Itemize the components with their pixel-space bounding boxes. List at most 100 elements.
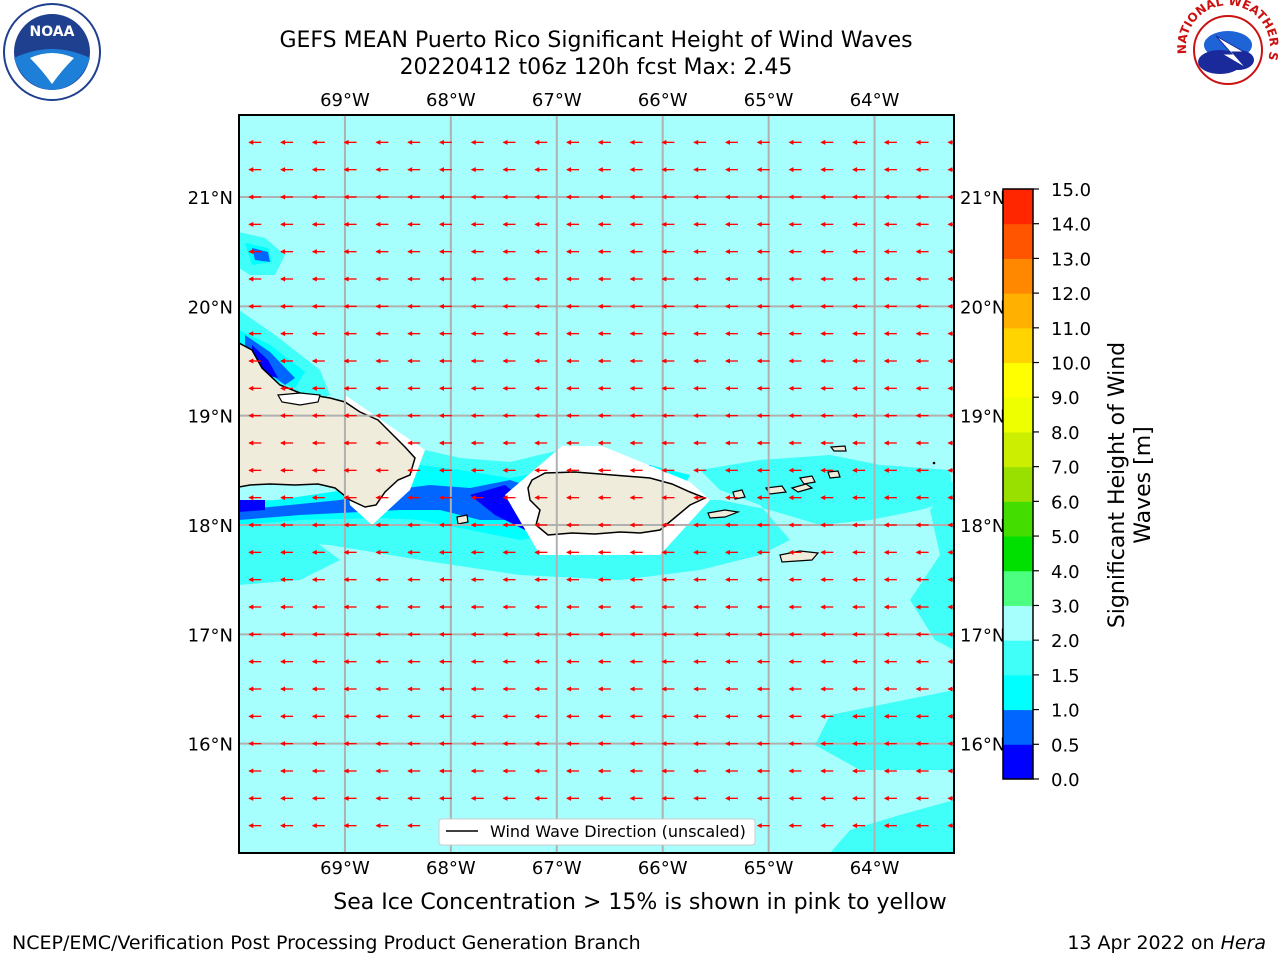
arrow-315 (756, 467, 770, 473)
arrow-546 (788, 194, 802, 200)
arrow-333 (597, 440, 611, 446)
arrow-362 (788, 413, 802, 419)
colorbar-tick-label-2: 1.0 (1051, 701, 1080, 722)
arrow-3 (343, 823, 357, 829)
arrow-413 (947, 358, 954, 364)
arrow-65 (852, 768, 866, 774)
colorbar-segment-0 (1003, 744, 1033, 780)
arrow-220 (661, 577, 675, 583)
arrow-501 (820, 249, 834, 255)
lon-label-top-3: 66°W (638, 90, 688, 111)
arrow-418 (375, 331, 389, 337)
arrow-305 (438, 467, 452, 473)
arrow-434 (883, 331, 897, 337)
arrow-493 (566, 249, 580, 255)
arrow-265 (629, 522, 643, 528)
arrow-217 (566, 577, 580, 583)
arrow-154 (756, 659, 770, 665)
arrow-195 (597, 604, 611, 610)
arrow-468 (502, 276, 516, 282)
arrow-443 (438, 303, 452, 309)
arrow-76 (470, 741, 484, 747)
colorbar-tick-label-6: 4.0 (1051, 562, 1080, 583)
arrow-570 (820, 167, 834, 173)
arrow-187 (343, 604, 357, 610)
arrow-277 (280, 495, 294, 501)
arrow-357 (629, 413, 643, 419)
arrow-194 (566, 604, 580, 610)
arrow-421 (470, 331, 484, 337)
lat-label-left-0: 16°N (188, 735, 233, 756)
arrow-398 (470, 358, 484, 364)
arrow-166 (407, 631, 421, 637)
arrow-50 (375, 768, 389, 774)
arrow-529 (248, 194, 262, 200)
arrow-405 (693, 358, 707, 364)
arrow-386 (820, 385, 834, 391)
colorbar-segment-12 (1003, 327, 1033, 364)
arrow-584 (534, 139, 548, 145)
arrow-128 (661, 686, 675, 692)
arrow-219 (629, 577, 643, 583)
arrow-288 (629, 495, 643, 501)
arrow-577 (311, 139, 325, 145)
arrow-47 (280, 768, 294, 774)
colorbar-tick-label-8: 6.0 (1051, 492, 1080, 513)
arrow-224 (788, 577, 802, 583)
arrow-104 (629, 713, 643, 719)
arrow-369 (280, 385, 294, 391)
colorbar-segment-11 (1003, 362, 1033, 398)
colorbar-tick-label-1: 0.5 (1051, 735, 1080, 756)
arrow-311 (629, 467, 643, 473)
arrow-39 (756, 795, 770, 801)
arrow-367 (947, 413, 954, 419)
arrow-366 (915, 413, 929, 419)
arrow-563 (597, 167, 611, 173)
nws-logo-text: NATIONAL WEATHER SERVICE (0, 0, 1280, 62)
arrow-574 (947, 167, 954, 173)
arrow-379 (597, 385, 611, 391)
map-frame (238, 114, 955, 854)
arrow-374 (438, 385, 452, 391)
arrow-210 (343, 577, 357, 583)
lon-label-top-5: 64°W (850, 90, 900, 111)
arrow-228 (915, 577, 929, 583)
arrow-139 (280, 659, 294, 665)
arrow-77 (502, 741, 516, 747)
arrow-135 (883, 686, 897, 692)
colorbar-segment-3 (1003, 640, 1033, 676)
arrow-227 (883, 577, 897, 583)
arrow-399 (502, 358, 516, 364)
arrow-426 (629, 331, 643, 337)
arrow-83 (693, 741, 707, 747)
arrow-239 (534, 549, 548, 555)
arrow-150 (629, 659, 643, 665)
arrow-105 (661, 713, 675, 719)
lat-label-left-5: 21°N (188, 188, 233, 209)
arrow-495 (629, 249, 643, 255)
arrow-221 (693, 577, 707, 583)
arrow-4 (375, 823, 389, 829)
arrow-122 (470, 686, 484, 692)
arrow-146 (502, 659, 516, 665)
arrow-78 (534, 741, 548, 747)
st-john-island (790, 483, 814, 493)
arrow-29 (438, 795, 452, 801)
arrow-102 (566, 713, 580, 719)
lon-label-bottom-3: 66°W (638, 858, 688, 879)
arrow-344 (947, 440, 954, 446)
arrow-88 (852, 741, 866, 747)
arrow-193 (534, 604, 548, 610)
arrow-52 (438, 768, 452, 774)
arrow-396 (407, 358, 421, 364)
arrow-343 (915, 440, 929, 446)
arrow-250 (883, 549, 897, 555)
arrow-539 (566, 194, 580, 200)
colorbar-frame (1002, 188, 1034, 780)
arrow-358 (661, 413, 675, 419)
arrow-451 (693, 303, 707, 309)
arrow-432 (820, 331, 834, 337)
arrow-523 (788, 221, 802, 227)
arrow-199 (724, 604, 738, 610)
arrow-548 (852, 194, 866, 200)
